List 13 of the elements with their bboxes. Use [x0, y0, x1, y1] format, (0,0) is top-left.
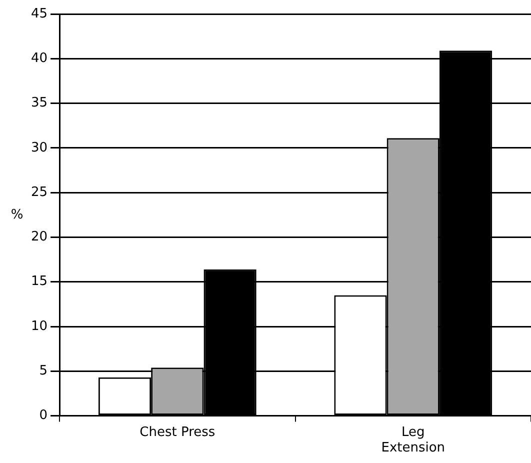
y-tick-label: 15	[30, 274, 48, 290]
y-tick-label: 30	[30, 140, 48, 156]
y-tick-label: 5	[39, 364, 48, 379]
y-tick-label: 25	[30, 184, 48, 200]
x-tick-label: Chest Press	[140, 424, 216, 440]
y-axis-title: %	[10, 207, 24, 222]
y-tick-label: 0	[39, 408, 48, 424]
y-tick-label: 10	[30, 318, 48, 334]
y-tick-label: 35	[30, 96, 48, 111]
y-tick-label: 40	[30, 51, 48, 66]
x-tick-label: Leg Extension	[381, 424, 446, 456]
y-tick-label: 45	[30, 6, 48, 22]
y-tick-label: 20	[30, 230, 48, 245]
